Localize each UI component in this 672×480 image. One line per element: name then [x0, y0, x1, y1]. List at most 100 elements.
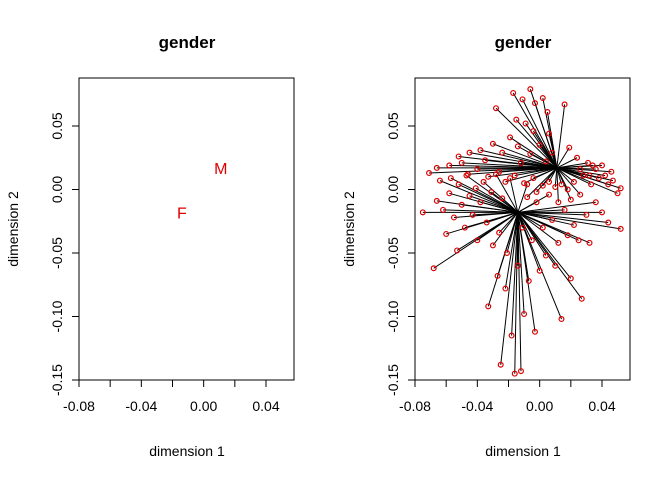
data-point: [464, 171, 471, 178]
right-y-tick-label: 0.05: [385, 112, 401, 139]
data-point: [508, 332, 515, 339]
data-point: [499, 149, 506, 156]
left-y-tick-label: -0.10: [49, 300, 65, 332]
connector-line-f: [517, 212, 583, 300]
data-point: [595, 175, 602, 182]
data-point: [514, 262, 521, 269]
category-label-m: M: [214, 161, 227, 178]
connector-line-m: [502, 152, 557, 169]
data-point: [605, 219, 612, 226]
connector-line-f: [461, 204, 518, 213]
data-point: [528, 237, 535, 244]
data-point: [419, 209, 426, 216]
connector-line-m: [556, 167, 590, 177]
data-point: [588, 181, 595, 188]
connector-line-f: [492, 212, 519, 246]
connector-line-f: [517, 201, 596, 213]
connector-line-m: [556, 157, 578, 169]
data-point: [546, 191, 553, 198]
data-point: [546, 130, 553, 137]
data-point: [496, 168, 503, 175]
connector-line-m: [556, 164, 593, 169]
data-point: [483, 219, 490, 226]
connector-line-m: [495, 107, 558, 169]
connector-line-f: [498, 212, 519, 234]
data-point: [430, 265, 437, 272]
connector-line-f: [517, 211, 575, 226]
connector-line-m: [556, 167, 575, 183]
right-x-tick-label: 0.04: [588, 398, 615, 414]
data-point: [502, 178, 509, 185]
data-point: [502, 285, 509, 292]
connector-line-m: [505, 167, 557, 183]
left-x-axis-label: dimension 1: [149, 443, 225, 459]
data-point: [617, 185, 624, 192]
right-x-axis: -0.08 -0.04 0.00 0.04: [399, 380, 616, 414]
connector-line-f: [517, 194, 550, 213]
data-point: [555, 199, 562, 206]
data-point: [598, 209, 605, 216]
data-point: [458, 201, 465, 208]
connector-line-f: [480, 201, 518, 213]
data-point: [617, 225, 624, 232]
data-point: [561, 206, 568, 213]
connector-line-m: [556, 167, 618, 194]
category-label-f: F: [177, 205, 187, 222]
data-point: [517, 159, 524, 166]
data-point: [446, 162, 453, 169]
data-point: [461, 224, 468, 231]
data-point: [530, 175, 537, 182]
data-point: [519, 224, 526, 231]
data-point: [567, 275, 574, 282]
data-point: [577, 166, 584, 173]
data-point: [503, 250, 510, 257]
connector-line-f: [517, 211, 621, 230]
data-point: [592, 166, 599, 173]
connector-line-f: [501, 198, 519, 213]
left-chart-title: gender: [159, 33, 216, 52]
connector-line-f: [517, 212, 522, 372]
data-point: [433, 197, 440, 204]
connector-line-f: [517, 184, 528, 213]
data-point: [524, 181, 531, 188]
left-x-axis: -0.08 -0.04 0.00 0.04: [63, 380, 280, 414]
left-y-tick-label: 0.00: [49, 176, 65, 203]
connector-line-f: [456, 211, 519, 251]
connector-line-m: [546, 111, 558, 168]
connector-line-m: [512, 92, 558, 169]
data-point: [533, 189, 540, 196]
connector-line-m: [556, 167, 592, 185]
data-point: [489, 242, 496, 249]
data-point: [574, 154, 581, 161]
data-point: [598, 162, 605, 169]
connector-line-m: [556, 167, 559, 203]
data-point: [575, 237, 582, 244]
data-point: [524, 194, 531, 201]
right-x-tick-label: -0.04: [461, 398, 493, 414]
data-point: [485, 303, 492, 310]
left-panel: gender -0.08 -0.04 0.00 0.04 -0.15 -0.10 -0.0…: [5, 33, 295, 459]
connector-line-m: [523, 167, 558, 184]
connector-line-m: [556, 167, 581, 195]
left-x-tick-label: 0.04: [252, 398, 279, 414]
connector-line-m: [477, 167, 557, 170]
data-point: [539, 224, 546, 231]
data-point: [536, 142, 543, 149]
data-point: [561, 101, 568, 108]
connector-line-m: [488, 167, 557, 178]
connector-line-f: [477, 211, 519, 241]
connector-line-f: [517, 212, 536, 332]
data-point: [507, 134, 514, 141]
data-point: [511, 172, 518, 179]
data-point: [564, 232, 571, 239]
data-point: [592, 199, 599, 206]
connector-line-f: [511, 212, 519, 336]
connector-line-f: [514, 212, 519, 374]
data-point: [474, 166, 481, 173]
data-point: [514, 143, 521, 150]
right-x-axis-label: dimension 1: [485, 443, 561, 459]
connector-line-m: [429, 167, 557, 174]
data-point: [567, 196, 574, 203]
connector-line-f: [509, 177, 519, 213]
data-point: [584, 159, 591, 166]
